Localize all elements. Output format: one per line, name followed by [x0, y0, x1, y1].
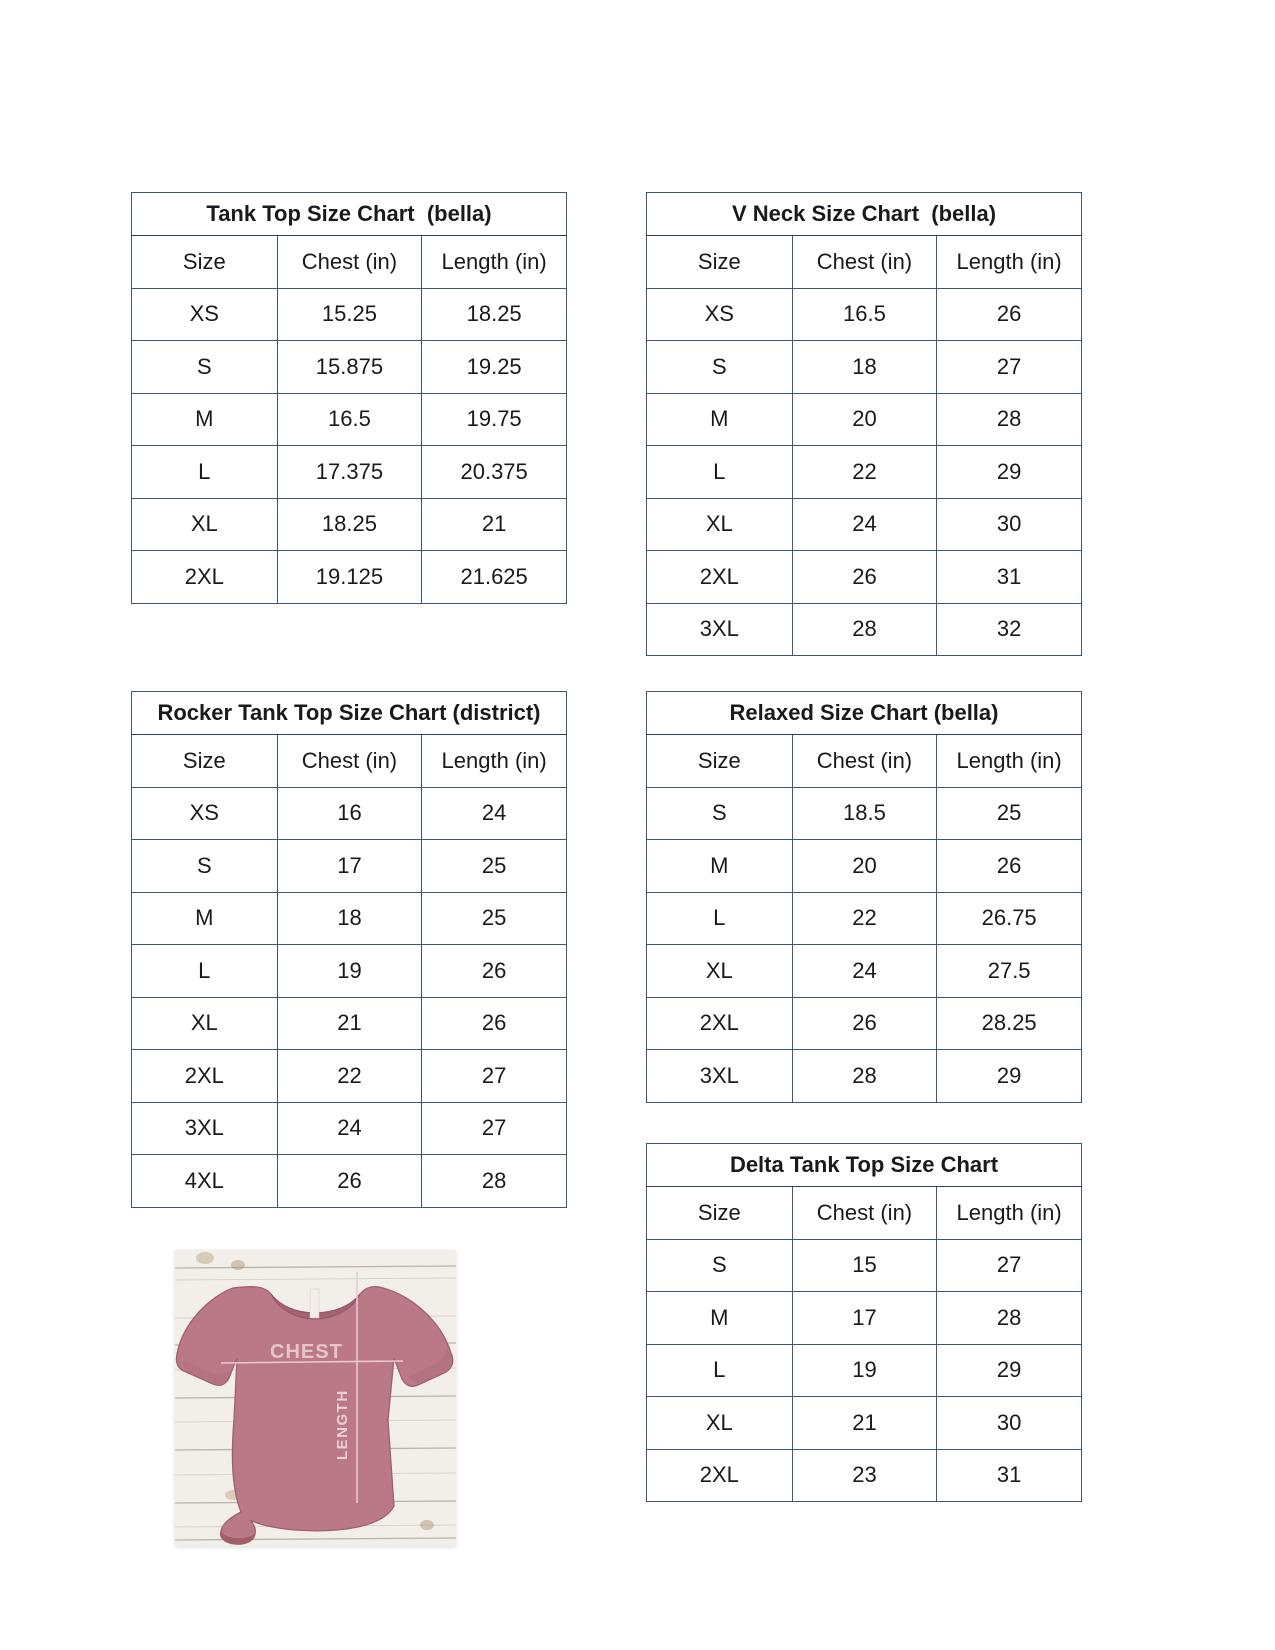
- svg-text:CHEST: CHEST: [270, 1341, 343, 1363]
- svg-text:LENGTH: LENGTH: [334, 1389, 351, 1460]
